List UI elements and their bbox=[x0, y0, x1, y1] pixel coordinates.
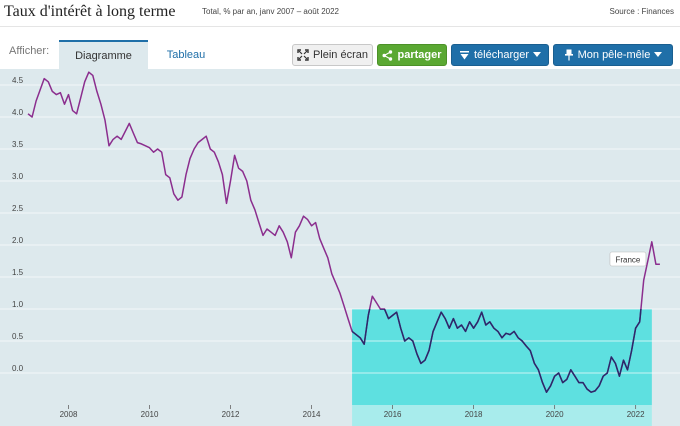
y-tick-label: 3.5 bbox=[12, 140, 24, 149]
x-tick-label: 2022 bbox=[627, 410, 645, 419]
x-tick-label: 2016 bbox=[384, 410, 402, 419]
y-tick-label: 2.0 bbox=[12, 236, 24, 245]
x-tick-label: 2008 bbox=[60, 410, 78, 419]
caret-down-icon bbox=[533, 52, 542, 57]
download-label: télécharger bbox=[473, 48, 530, 61]
tab-diagram[interactable]: Diagramme bbox=[59, 40, 148, 69]
x-tick-label: 2018 bbox=[465, 410, 483, 419]
header-divider bbox=[0, 26, 680, 27]
x-tick-label: 2014 bbox=[303, 410, 321, 419]
x-axis-highlight bbox=[352, 405, 652, 426]
chart-toolbar: Afficher: Diagramme Tableau Plein écran … bbox=[0, 40, 680, 69]
y-tick-label: 1.5 bbox=[12, 268, 24, 277]
series-label: France bbox=[615, 256, 640, 265]
chart-subtitle: Total, % par an, janv 2007 – août 2022 bbox=[202, 7, 339, 16]
line-chart[interactable]: 4.5 4.0 3.5 3.0 2.5 2.0 1.5 1.0 0.5 0.0 2008 2010 20… bbox=[0, 69, 680, 426]
download-icon bbox=[459, 50, 469, 59]
y-tick-label: 1.0 bbox=[12, 300, 24, 309]
share-button[interactable]: partager bbox=[377, 44, 447, 66]
caret-down-icon bbox=[654, 52, 663, 57]
x-tick-label: 2020 bbox=[546, 410, 564, 419]
share-label: partager bbox=[397, 48, 442, 61]
y-tick-label: 4.5 bbox=[12, 76, 24, 85]
fullscreen-label: Plein écran bbox=[312, 48, 369, 61]
my-board-label: Mon pêle-mêle bbox=[577, 48, 651, 61]
tab-table[interactable]: Tableau bbox=[166, 48, 206, 61]
expand-icon bbox=[297, 49, 309, 61]
highlight-region bbox=[352, 309, 652, 405]
pin-icon bbox=[564, 49, 573, 61]
share-icon bbox=[382, 49, 393, 61]
fullscreen-button[interactable]: Plein écran bbox=[292, 44, 373, 66]
chart-title: Taux d'intérêt à long terme bbox=[4, 3, 176, 20]
chart-header: Taux d'intérêt à long terme Total, % par… bbox=[0, 0, 680, 26]
chart-area[interactable]: 4.5 4.0 3.5 3.0 2.5 2.0 1.5 1.0 0.5 0.0 2008 2010 20… bbox=[0, 69, 680, 426]
series-label-box bbox=[609, 251, 647, 267]
my-board-button[interactable]: Mon pêle-mêle bbox=[553, 44, 673, 66]
y-tick-label: 0.5 bbox=[12, 332, 24, 341]
show-label: Afficher: bbox=[9, 45, 50, 57]
y-tick-label: 3.0 bbox=[12, 172, 24, 181]
source-label: Source : Finances bbox=[609, 7, 674, 16]
y-tick-label: 2.5 bbox=[12, 204, 24, 213]
series-line-highlighted bbox=[352, 309, 642, 393]
x-tick-label: 2012 bbox=[222, 410, 240, 419]
y-tick-label: 4.0 bbox=[12, 108, 24, 117]
download-button[interactable]: télécharger bbox=[451, 44, 549, 66]
y-tick-label: 0.0 bbox=[12, 364, 24, 373]
x-tick-label: 2010 bbox=[141, 410, 159, 419]
